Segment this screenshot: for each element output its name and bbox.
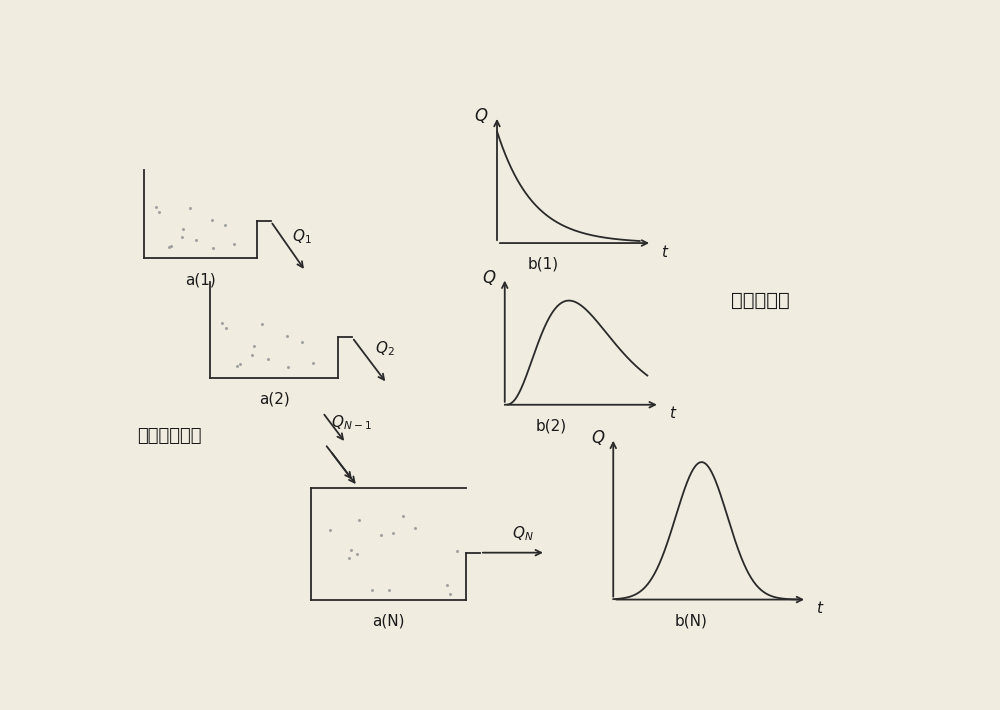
Text: b(N): b(N) <box>674 613 707 628</box>
Text: t: t <box>669 407 675 422</box>
Text: $Q_{N-1}$: $Q_{N-1}$ <box>331 414 372 432</box>
Text: t: t <box>816 601 822 616</box>
Text: Q: Q <box>475 107 488 125</box>
Text: $Q_2$: $Q_2$ <box>375 339 395 359</box>
Text: b(2): b(2) <box>536 419 567 434</box>
Text: 线性存储水库: 线性存储水库 <box>137 427 201 444</box>
Text: t: t <box>661 245 667 260</box>
Text: $Q_1$: $Q_1$ <box>292 227 312 246</box>
Text: $Q_N$: $Q_N$ <box>512 525 533 543</box>
Text: b(1): b(1) <box>528 257 559 272</box>
Text: a(1): a(1) <box>185 273 216 288</box>
Text: a(2): a(2) <box>259 392 290 407</box>
Text: Q: Q <box>482 268 495 287</box>
Text: a(N): a(N) <box>372 613 405 628</box>
Text: Q: Q <box>591 429 604 447</box>
Text: 流量过程线: 流量过程线 <box>731 291 790 310</box>
